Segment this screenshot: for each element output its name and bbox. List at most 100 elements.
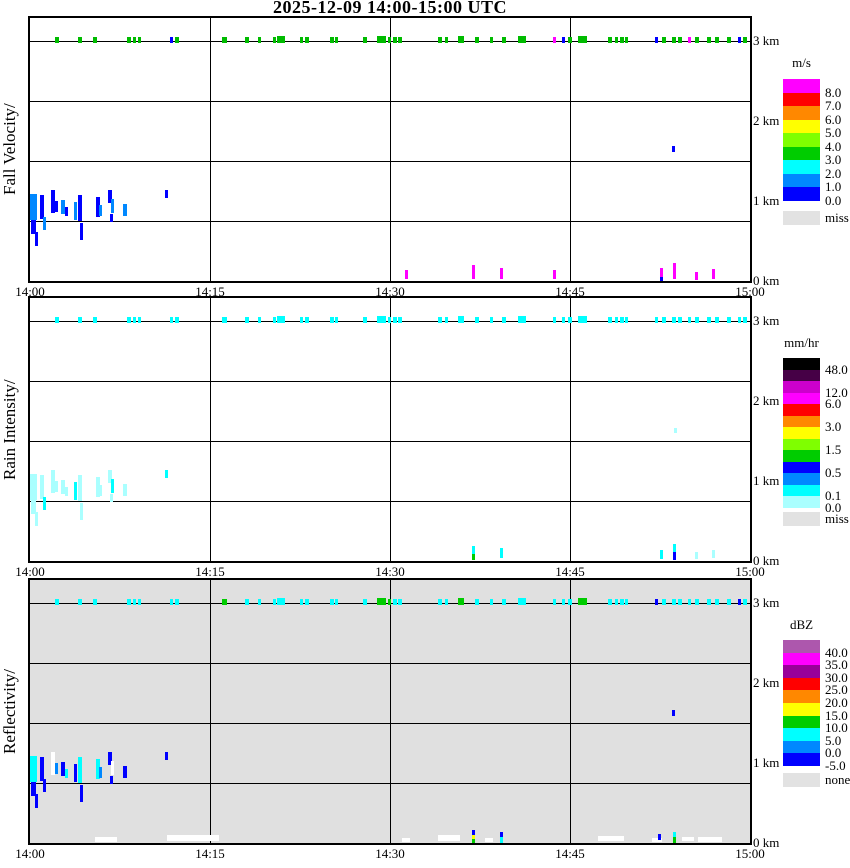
legend-color-swatch — [783, 79, 820, 93]
legend-color-swatch — [783, 715, 820, 729]
time-axis-label: 15:00 — [735, 284, 765, 299]
data-mark — [78, 317, 82, 323]
data-mark — [330, 599, 334, 605]
data-mark — [393, 599, 397, 605]
data-mark — [165, 470, 168, 478]
data-mark — [578, 316, 587, 323]
legend-color-swatch — [783, 106, 820, 120]
data-mark — [500, 837, 503, 843]
data-mark — [245, 599, 249, 605]
data-mark — [553, 37, 556, 43]
time-axis-label: 14:15 — [195, 846, 225, 861]
data-mark — [108, 190, 112, 203]
figure-title: 2025-12-09 14:00-15:00 UTC — [273, 0, 507, 17]
data-mark — [300, 317, 303, 323]
time-axis-label: 14:00 — [15, 284, 45, 299]
data-mark — [553, 317, 556, 323]
data-mark — [40, 757, 44, 781]
legend-title: dBZ — [789, 617, 814, 632]
data-mark — [475, 599, 479, 605]
legend-value-label: 5.0 — [825, 125, 842, 140]
data-mark — [502, 599, 506, 605]
data-mark — [111, 761, 114, 775]
data-mark — [502, 37, 506, 43]
legend-color-swatch — [783, 133, 820, 147]
data-mark — [662, 37, 666, 43]
data-mark — [111, 479, 114, 493]
data-mark — [562, 599, 565, 605]
time-axis-label: 14:30 — [375, 564, 405, 579]
data-mark — [662, 317, 666, 323]
data-mark — [40, 195, 44, 219]
data-mark — [673, 544, 676, 552]
legend-color-swatch — [783, 753, 820, 767]
data-mark — [138, 37, 141, 43]
data-mark — [277, 598, 285, 605]
data-mark — [110, 494, 113, 502]
data-mark — [300, 37, 303, 43]
data-mark — [55, 599, 59, 605]
data-mark — [258, 317, 261, 323]
legend-value-label: 15.0 — [825, 707, 848, 723]
data-mark — [78, 195, 82, 221]
data-mark — [698, 837, 722, 842]
data-mark — [625, 37, 628, 43]
legend-value-label: 20.0 — [825, 695, 848, 710]
height-axis-label: 1 km — [753, 193, 780, 208]
data-mark — [485, 838, 493, 842]
height-axis-label: 0 km — [753, 273, 780, 288]
data-mark — [127, 317, 131, 323]
time-axis-label: 14:45 — [555, 564, 585, 579]
legend-value-label: 0.0 — [825, 745, 842, 761]
data-mark — [500, 548, 503, 558]
data-mark — [472, 839, 475, 843]
data-mark — [123, 204, 127, 216]
data-mark — [31, 500, 36, 514]
legend-color-swatch — [783, 665, 820, 679]
data-mark — [330, 37, 334, 43]
data-mark — [490, 317, 493, 323]
data-mark — [55, 201, 58, 212]
data-mark — [55, 481, 58, 492]
data-mark — [682, 837, 694, 841]
data-mark — [55, 37, 59, 43]
legend-color-swatch — [783, 187, 820, 201]
data-mark — [363, 599, 367, 605]
time-axis-label: 14:15 — [195, 284, 225, 299]
legend-color-swatch — [783, 146, 820, 161]
data-mark — [35, 794, 38, 808]
data-mark — [472, 554, 475, 560]
data-mark — [568, 317, 572, 323]
gridline-vertical — [570, 18, 571, 281]
panel-fall-velocity — [28, 16, 752, 283]
data-mark — [518, 36, 526, 43]
data-mark — [99, 485, 102, 496]
legend-color-swatch — [783, 740, 820, 754]
data-mark — [78, 475, 82, 501]
data-mark — [78, 37, 82, 43]
legend-color-swatch — [783, 728, 820, 742]
panel-rain-intensity — [28, 296, 752, 563]
legend-value-label: 25.0 — [825, 682, 848, 698]
data-mark — [695, 599, 699, 605]
data-mark — [305, 317, 309, 323]
data-mark — [672, 146, 675, 152]
legend-value-label: 1.0 — [825, 179, 842, 194]
data-mark — [402, 838, 410, 842]
data-mark — [743, 317, 747, 323]
data-mark — [43, 779, 46, 792]
data-mark — [490, 37, 493, 43]
data-mark — [562, 37, 565, 43]
legend-value-label: 10.0 — [825, 720, 848, 736]
data-mark — [472, 265, 475, 279]
data-mark — [31, 782, 36, 796]
data-mark — [438, 599, 442, 605]
legend-value-label: 40.0 — [825, 644, 848, 660]
legend-color-swatch — [783, 640, 820, 654]
data-mark — [277, 316, 285, 323]
data-mark — [377, 36, 386, 43]
data-mark — [133, 317, 136, 323]
height-axis-label: 1 km — [753, 473, 780, 488]
data-mark — [61, 762, 65, 776]
data-mark — [51, 190, 55, 213]
